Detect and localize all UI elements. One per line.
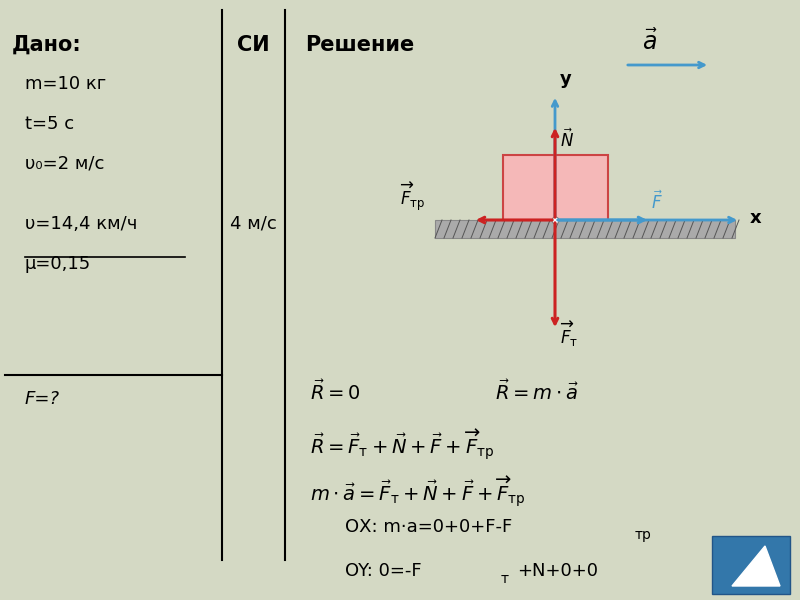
Text: 4 м/с: 4 м/с <box>230 215 277 233</box>
Text: Решение: Решение <box>305 35 414 55</box>
Text: $m \cdot \vec{a} = \vec{F}_{\mathrm{т}} + \vec{N} + \vec{F} + \overrightarrow{F}: $m \cdot \vec{a} = \vec{F}_{\mathrm{т}} … <box>310 475 526 510</box>
Bar <box>712 536 790 594</box>
Bar <box>503 155 608 220</box>
Text: т: т <box>501 572 509 586</box>
Text: +N+0+0: +N+0+0 <box>517 562 598 580</box>
Text: t=5 с: t=5 с <box>25 115 74 133</box>
Text: $\vec{N}$: $\vec{N}$ <box>560 129 574 151</box>
Text: $\vec{R} = \vec{F}_{\mathrm{т}} + \vec{N} + \vec{F} + \overrightarrow{F}_{\mathr: $\vec{R} = \vec{F}_{\mathrm{т}} + \vec{N… <box>310 428 494 463</box>
Text: $\overrightarrow{F}_{\mathrm{т}}$: $\overrightarrow{F}_{\mathrm{т}}$ <box>560 320 578 349</box>
Text: x: x <box>750 209 762 227</box>
Text: F=?: F=? <box>25 390 60 408</box>
Text: μ=0,15: μ=0,15 <box>25 255 91 273</box>
Text: Дано:: Дано: <box>12 35 82 55</box>
Text: υ=14,4 км/ч: υ=14,4 км/ч <box>25 215 138 233</box>
Text: СИ: СИ <box>237 35 270 55</box>
Text: $\vec{R} = m \cdot \vec{a}$: $\vec{R} = m \cdot \vec{a}$ <box>495 380 579 404</box>
Polygon shape <box>732 546 780 586</box>
Text: $\vec{R} = 0$: $\vec{R} = 0$ <box>310 380 361 404</box>
Text: υ₀=2 м/с: υ₀=2 м/с <box>25 155 104 173</box>
Text: $\overrightarrow{F}_{\mathrm{тр}}$: $\overrightarrow{F}_{\mathrm{тр}}$ <box>400 181 426 213</box>
Text: OY: 0=-F: OY: 0=-F <box>345 562 422 580</box>
Text: m=10 кг: m=10 кг <box>25 75 106 93</box>
Text: ОХ: m·a=0+0+F-F: ОХ: m·a=0+0+F-F <box>345 518 512 536</box>
Bar <box>435 220 735 238</box>
Text: y: y <box>560 70 572 88</box>
Text: тр: тр <box>635 528 652 542</box>
Text: $\vec{a}$: $\vec{a}$ <box>642 29 658 55</box>
Text: $\vec{F}$: $\vec{F}$ <box>651 191 662 213</box>
